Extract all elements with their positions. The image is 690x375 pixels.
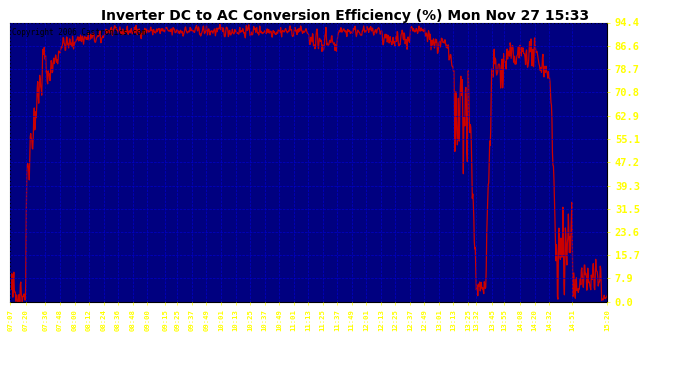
Text: Copyright 2006 Castronics.com: Copyright 2006 Castronics.com <box>12 28 146 37</box>
Text: Inverter DC to AC Conversion Efficiency (%) Mon Nov 27 15:33: Inverter DC to AC Conversion Efficiency … <box>101 9 589 23</box>
